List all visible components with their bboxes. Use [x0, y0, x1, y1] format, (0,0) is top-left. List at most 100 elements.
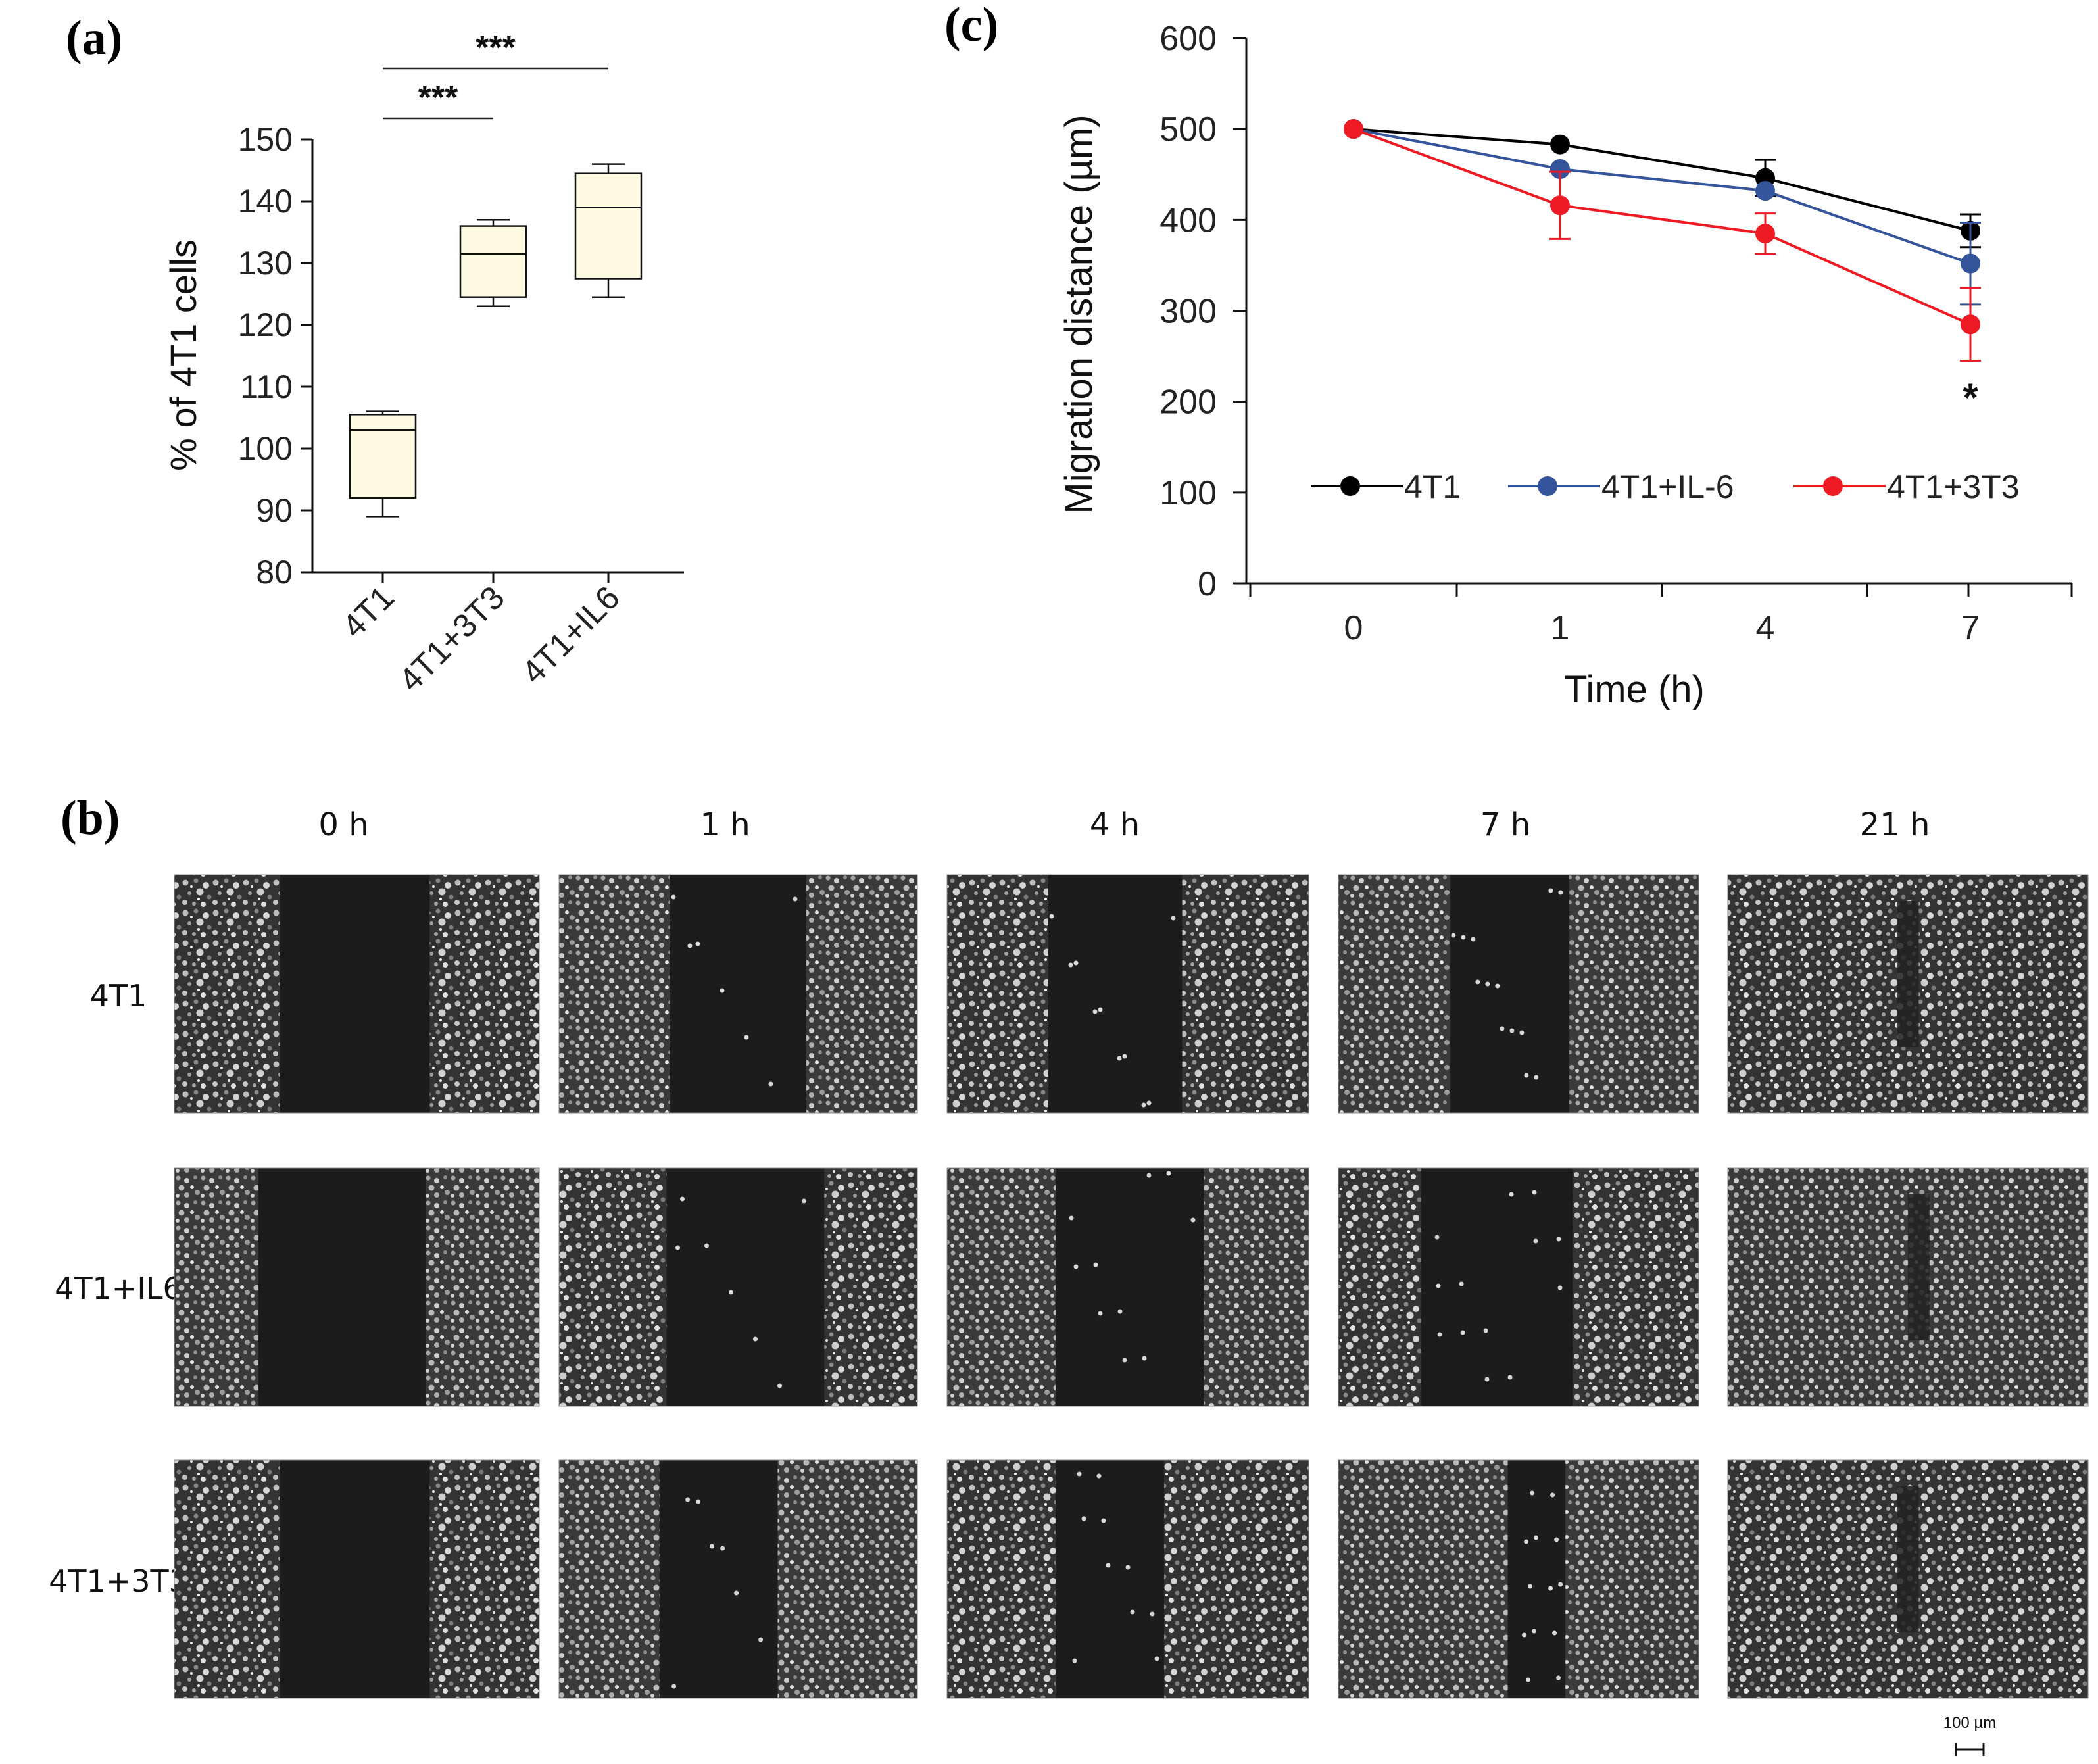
micrograph — [946, 1459, 1309, 1699]
migrating-cell — [1519, 1030, 1525, 1035]
series-line — [1353, 128, 1971, 265]
y-tick-label: 130 — [238, 245, 293, 282]
migrating-cell — [1556, 1237, 1561, 1242]
migrating-cell — [802, 1198, 806, 1204]
x-tick-label: 4T1+IL6 — [514, 579, 626, 691]
micrograph — [1727, 874, 2089, 1114]
migrating-cell — [1485, 981, 1490, 987]
y-axis-ticks: 80 90 100 110 120 130 140 150 — [238, 121, 312, 591]
series-line — [1353, 128, 1971, 232]
micrograph-border — [1338, 874, 1699, 1114]
migrating-cell — [720, 1546, 725, 1551]
x-tick-label: 4T1 — [335, 579, 401, 645]
migrating-cell — [1069, 1215, 1074, 1221]
significance-brackets: *** *** — [383, 29, 608, 120]
migrating-cell — [1096, 1473, 1102, 1479]
migrating-cell — [1154, 1656, 1159, 1661]
migrating-cell — [1434, 1235, 1440, 1240]
legend-label: 4T1+3T3 — [1887, 468, 2020, 505]
box-iqr — [459, 225, 527, 298]
legend: 4T1 4T1+IL-6 4T1+3T3 — [1311, 468, 2020, 505]
migrating-cell — [1171, 916, 1176, 921]
scratch-gap — [1897, 901, 1919, 1047]
x-tick-label: 0 — [1344, 609, 1363, 647]
y-tick-label: 600 — [1159, 20, 1217, 58]
migrating-cell — [1533, 1238, 1538, 1244]
legend-entry: 4T1+IL-6 — [1508, 468, 1734, 505]
scale-bar: 100 µm — [1943, 1714, 1996, 1756]
legend-marker — [1340, 476, 1360, 496]
micrograph — [174, 874, 540, 1114]
migrating-cell — [704, 1243, 709, 1248]
migrating-cell — [1528, 1584, 1533, 1589]
migrating-cell — [696, 1499, 701, 1504]
x-tick-label: 4 — [1756, 609, 1775, 647]
time-label: 7 h — [1480, 806, 1530, 843]
migrating-cell — [1130, 1609, 1135, 1615]
migrating-cell — [1483, 1328, 1488, 1333]
migrating-cell — [1106, 1563, 1111, 1568]
migrating-cell — [687, 943, 693, 948]
migrating-cell — [1534, 1075, 1539, 1080]
migrating-cell — [1093, 1262, 1098, 1267]
significance-star: * — [1963, 376, 1978, 420]
panel-a-label: (a) — [66, 11, 122, 65]
migrating-cell — [1532, 1190, 1537, 1195]
scratch-gap — [666, 1168, 825, 1406]
scratch-gap — [659, 1460, 778, 1698]
migrating-cell — [1098, 1007, 1103, 1012]
scratch-gap — [1056, 1168, 1204, 1406]
y-axis-ticks: 0 100 200 300 400 500 600 — [1159, 20, 1246, 603]
scratch-gap — [1507, 1460, 1566, 1698]
migrating-cell — [1117, 1056, 1122, 1061]
time-label: 21 h — [1860, 806, 1930, 843]
migrating-cell — [1526, 1677, 1531, 1682]
migrating-cell — [1556, 1675, 1561, 1680]
y-tick-label: 80 — [256, 554, 293, 591]
row-labels: 4T1 4T1+IL6 4T1+3T3 — [49, 978, 188, 1599]
box-4t1 — [349, 410, 417, 583]
migrating-cell — [1436, 1283, 1441, 1288]
scratch-gap — [1897, 1486, 1919, 1632]
series-4t1-3t3 — [1344, 119, 1981, 362]
y-tick-label: 500 — [1159, 110, 1217, 149]
box-iqr — [574, 172, 643, 280]
series-line — [1353, 128, 1971, 326]
data-point — [1961, 253, 1980, 274]
migrating-cell — [753, 1336, 758, 1342]
migrating-cell — [1495, 983, 1500, 989]
scratch-gap — [280, 1460, 430, 1698]
box-4t1-il6 — [574, 163, 643, 583]
time-labels: 0 h 1 h 4 h 7 h 21 h — [318, 806, 1930, 843]
micrograph — [1338, 874, 1699, 1114]
migrating-cell — [1141, 1102, 1146, 1108]
migrating-cell — [1507, 1375, 1513, 1380]
migrating-cell — [1558, 1582, 1563, 1587]
micrograph — [1727, 1459, 2089, 1699]
micrograph-border — [946, 1459, 1309, 1699]
migrating-cell — [1122, 1358, 1127, 1363]
migrating-cell — [710, 1544, 715, 1549]
migrating-cell — [1451, 933, 1456, 938]
micrograph — [1727, 1167, 2089, 1407]
micrograph-border — [174, 1167, 540, 1407]
migrating-cell — [1166, 1171, 1171, 1176]
migrating-cell — [1150, 1611, 1155, 1617]
significance-stars: *** — [418, 79, 458, 117]
migrating-cell — [729, 1290, 733, 1295]
micrograph-grid — [174, 874, 2089, 1699]
migrating-cell — [1101, 1518, 1106, 1523]
micrograph-border — [946, 874, 1309, 1114]
data-point — [1550, 195, 1570, 216]
migrating-cell — [1500, 1026, 1505, 1031]
migrating-cell — [1509, 1028, 1515, 1033]
micrograph — [174, 1459, 540, 1699]
micrograph-border — [1727, 1167, 2089, 1407]
scratch-gap — [1450, 875, 1569, 1113]
micrograph-border — [558, 1459, 918, 1699]
legend-marker — [1538, 476, 1557, 496]
box-4t1-3t3 — [459, 218, 527, 583]
micrograph — [946, 874, 1309, 1114]
y-tick-label: 100 — [1159, 474, 1217, 512]
migrating-cell — [1475, 979, 1480, 985]
